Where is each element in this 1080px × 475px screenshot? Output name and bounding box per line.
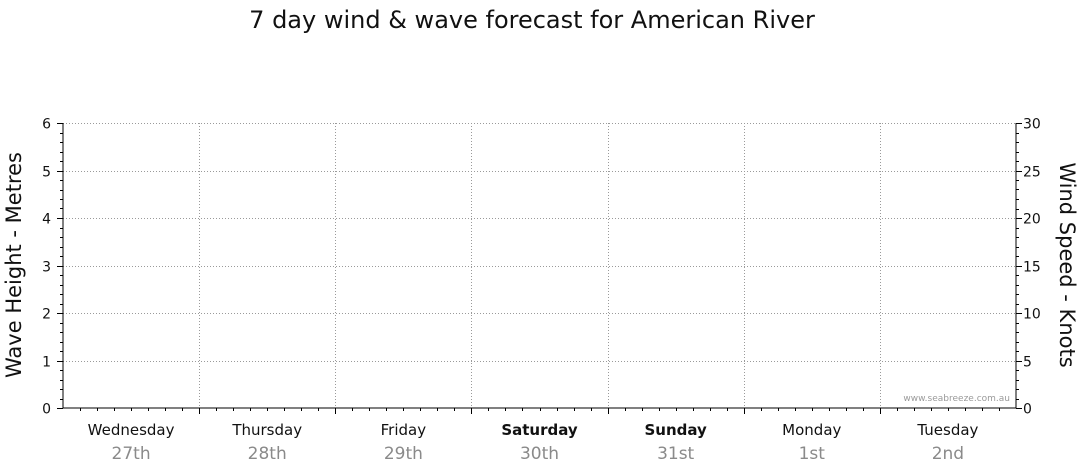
left-tick-label: 3 [42,260,51,276]
day-name-label: Monday [782,421,841,439]
right-axis-title: Wind Speed - Knots [1055,162,1079,367]
chart-title: 7 day wind & wave forecast for American … [249,6,815,34]
left-tick-label: 5 [42,165,51,181]
left-tick-label: 2 [42,307,51,323]
right-tick-label: 30 [1023,117,1041,133]
grid [63,123,1016,408]
right-tick-label: 15 [1023,260,1041,276]
left-axis-title: Wave Height - Metres [2,152,26,378]
right-tick-label: 5 [1023,355,1032,371]
left-tick-label: 4 [42,212,51,228]
right-axis-ticks: 0 5 10 15 20 25 30 [1016,117,1041,418]
day-name-label: Tuesday [916,421,978,439]
day-date-label: 2nd [932,444,964,464]
day-date-label: 1st [799,444,826,464]
day-name-label: Saturday [501,421,578,439]
right-tick-label: 10 [1023,307,1041,323]
left-tick-label: 0 [42,402,51,418]
left-axis-ticks: 0 1 2 3 4 5 6 [42,117,63,418]
day-date-label: 27th [112,444,151,464]
day-name-label: Friday [381,421,427,439]
day-date-label: 31st [657,444,694,464]
left-tick-label: 6 [42,117,51,133]
x-axis-ticks [80,408,1000,414]
day-name-label: Sunday [644,421,707,439]
day-date-label: 29th [384,444,423,464]
right-tick-label: 0 [1023,402,1032,418]
right-tick-label: 20 [1023,212,1041,228]
day-labels: Wednesday 27th Thursday 28th Friday 29th Satur… [88,421,979,464]
day-date-label: 30th [520,444,559,464]
right-tick-label: 25 [1023,165,1041,181]
day-name-label: Thursday [231,421,302,439]
watermark: www.seabreeze.com.au [903,394,1010,404]
left-tick-label: 1 [42,355,51,371]
day-name-label: Wednesday [88,421,175,439]
day-date-label: 28th [248,444,287,464]
